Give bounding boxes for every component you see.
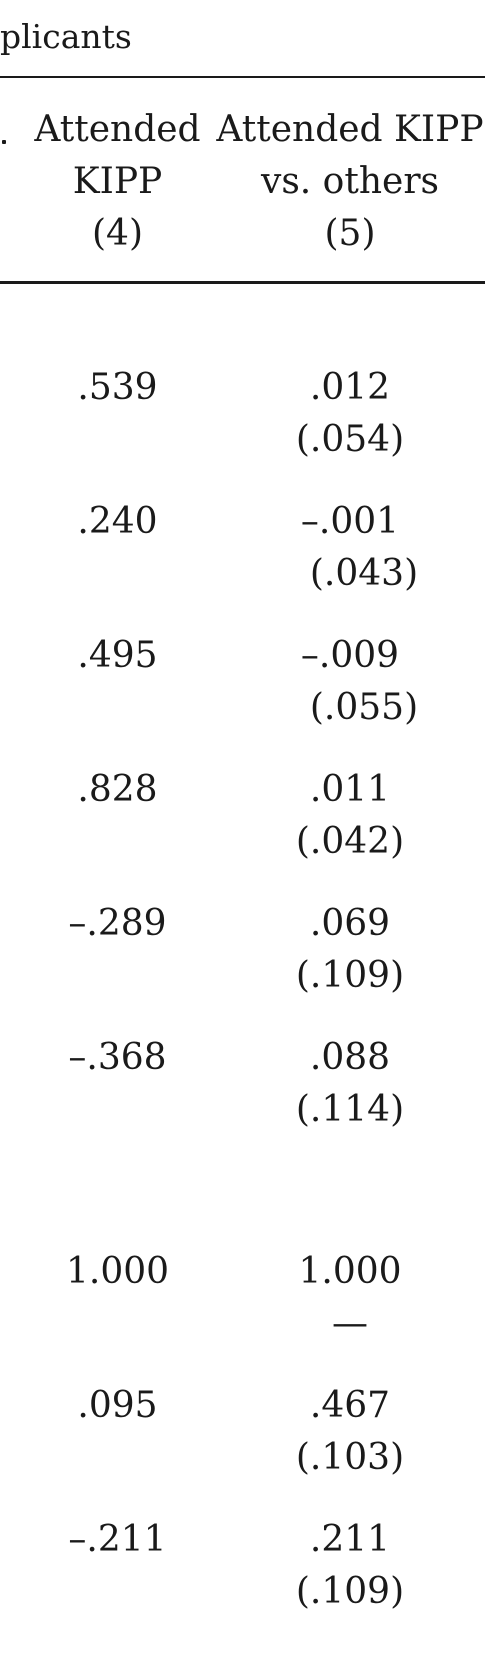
column-header-4-line-2: KIPP — [72, 161, 163, 202]
table-row-6-col5: .088 (.114) — [215, 1032, 485, 1136]
column-header-5: Attended KIPP vs. others (5) — [215, 104, 485, 260]
table-row-1-col4: .539 — [20, 362, 215, 466]
cell-value: 1.000 — [65, 1251, 170, 1292]
top-rule — [0, 76, 485, 78]
cell-value: –.368 — [68, 1037, 167, 1078]
cell-standard-error: — — [332, 1303, 368, 1344]
column-header-5-line-1: Attended KIPP — [216, 109, 484, 150]
cell-standard-error: (.043) — [309, 553, 419, 594]
cell-value: .012 — [309, 367, 391, 408]
cell-value: .539 — [77, 367, 158, 408]
table-row-2-col4: .240 — [20, 496, 215, 600]
table-row-3-col5: –.009 (.055) — [215, 630, 485, 734]
cell-standard-error: (.103) — [295, 1437, 405, 1478]
cell-value: .211 — [309, 1519, 391, 1560]
cell-standard-error: (.109) — [295, 1571, 405, 1612]
cell-standard-error: (.055) — [309, 687, 419, 728]
table-row-9-col5: .211 (.109) — [215, 1514, 485, 1618]
table-row-1-col5: .012 (.054) — [215, 362, 485, 466]
cell-value: –.009 — [300, 635, 400, 676]
table-row-9-col4: –.211 — [20, 1514, 215, 1618]
cell-standard-error: (.054) — [295, 419, 405, 460]
table-row-5-col5: .069 (.109) — [215, 898, 485, 1002]
cell-value: –.001 — [300, 501, 400, 542]
column-header-4-line-3: (4) — [92, 213, 143, 254]
cell-value: .240 — [77, 501, 158, 542]
column-header-4: Attended KIPP (4) — [20, 104, 215, 260]
table-row-5-col4: –.289 — [20, 898, 215, 1002]
cell-value: 1.000 — [298, 1251, 402, 1292]
table-row-3-col4: .495 — [20, 630, 215, 734]
cell-standard-error: (.114) — [295, 1089, 405, 1130]
clipped-column-edge — [2, 140, 6, 144]
table-row-2-col5: –.001 (.043) — [215, 496, 485, 600]
table-row-4-col5: .011 (.042) — [215, 764, 485, 868]
cell-value: –.289 — [68, 903, 167, 944]
table-row-8-col5: .467 (.103) — [215, 1380, 485, 1484]
cell-value: .069 — [309, 903, 391, 944]
cell-value: –.211 — [68, 1519, 167, 1560]
cell-standard-error: (.042) — [295, 821, 405, 862]
cell-value: .088 — [309, 1037, 391, 1078]
cell-value: .095 — [77, 1385, 158, 1426]
column-header-5-line-3: (5) — [324, 213, 376, 254]
table-title-fragment: plicants — [0, 17, 132, 56]
cell-standard-error: (.109) — [295, 955, 405, 996]
table-row-8-col4: .095 — [20, 1380, 215, 1484]
table-row-7-col4: 1.000 — [20, 1246, 215, 1350]
cell-value: .495 — [77, 635, 158, 676]
table-row-7-col5: 1.000 — — [215, 1246, 485, 1350]
table-row-6-col4: –.368 — [20, 1032, 215, 1136]
header-rule — [0, 281, 485, 284]
cell-value: .467 — [309, 1385, 391, 1426]
column-header-5-line-2: vs. others — [260, 161, 439, 202]
column-header-4-line-1: Attended — [34, 109, 201, 150]
cell-value: .828 — [77, 769, 158, 810]
table-row-4-col4: .828 — [20, 764, 215, 868]
cell-value: .011 — [309, 769, 391, 810]
